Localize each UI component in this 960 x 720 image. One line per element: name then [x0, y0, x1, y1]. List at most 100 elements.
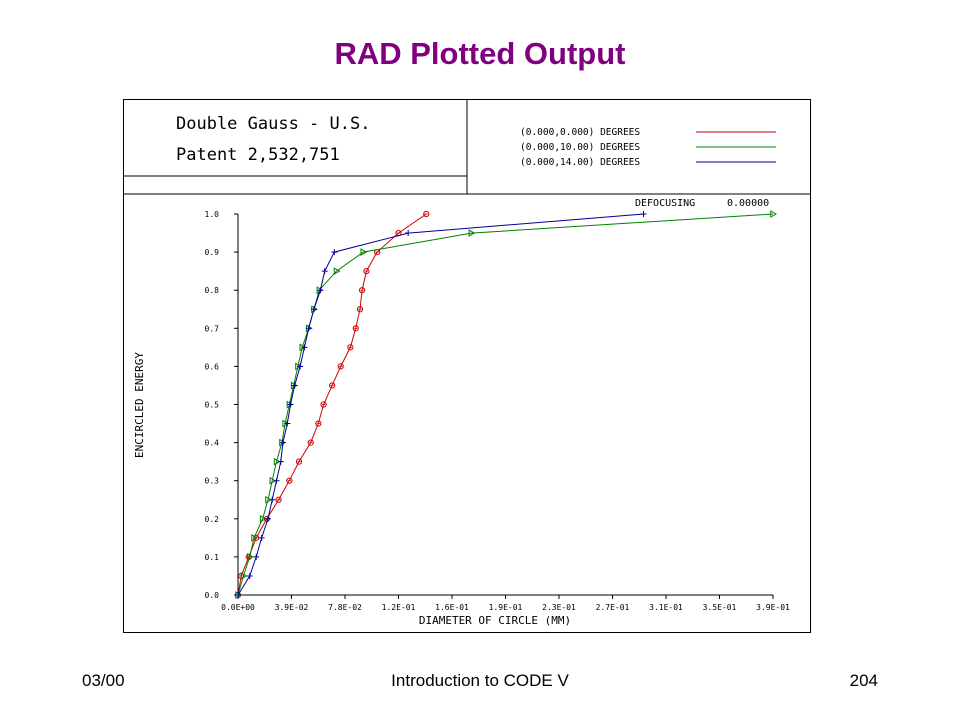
- data-point: [259, 514, 267, 523]
- x-tick-label: 3.1E-01: [649, 603, 683, 612]
- series-2: [235, 210, 778, 599]
- data-point: [347, 344, 354, 351]
- y-tick-label: 0.5: [205, 401, 220, 410]
- x-tick-label: 7.8E-02: [328, 603, 362, 612]
- data-point-ring: [337, 363, 344, 370]
- x-tick-label: 1.2E-01: [382, 603, 416, 612]
- data-point: [307, 439, 314, 446]
- lens-title-line1: Double Gauss - U.S.: [176, 114, 370, 134]
- data-point: [423, 210, 430, 218]
- data-point: [329, 382, 336, 389]
- x-tick-label: 3.9E-02: [275, 603, 309, 612]
- x-tick-label: 2.7E-01: [596, 603, 630, 612]
- data-point: [363, 268, 370, 275]
- data-point: [258, 534, 265, 541]
- footer-date: 03/00: [82, 671, 125, 690]
- data-point: [246, 572, 253, 579]
- x-tick-label: 1.6E-01: [435, 603, 469, 612]
- data-point: [333, 267, 341, 276]
- data-point: [275, 496, 282, 503]
- x-axis-title: DIAMETER OF CIRCLE (MM): [419, 614, 571, 627]
- data-point: [356, 306, 364, 313]
- data-point: [253, 553, 260, 560]
- series-line: [237, 213, 644, 596]
- data-point-ring: [275, 496, 282, 503]
- data-point: [269, 496, 276, 503]
- legend-label: (0.000,14.00) DEGREES: [520, 157, 640, 168]
- data-point: [240, 572, 248, 580]
- data-point: [320, 401, 327, 408]
- data-point: [235, 592, 241, 598]
- y-tick-label: 0.8: [205, 286, 220, 295]
- data-point: [251, 533, 259, 542]
- x-tick-label: 1.9E-01: [489, 603, 523, 612]
- data-point: [264, 515, 271, 522]
- data-point: [405, 230, 412, 237]
- y-tick-label: 0.3: [205, 477, 220, 486]
- data-point: [358, 287, 366, 294]
- data-point-ring: [320, 401, 327, 408]
- legend-label: (0.000,10.00) DEGREES: [520, 142, 640, 153]
- data-point: [337, 363, 344, 370]
- footer-page-number: 204: [849, 671, 878, 690]
- y-tick-label: 0.9: [205, 248, 220, 257]
- y-tick-label: 0.0: [205, 591, 220, 600]
- data-point: [315, 420, 322, 427]
- data-point: [286, 477, 293, 484]
- data-point: [287, 401, 294, 408]
- data-point: [310, 306, 317, 313]
- legend: (0.000,0.000) DEGREES (0.000,10.00) DEGRE…: [520, 127, 776, 168]
- y-tick-label: 0.2: [205, 515, 220, 524]
- series-line: [237, 213, 427, 596]
- lens-title-line2: Patent 2,532,751: [176, 145, 340, 165]
- data-point: [273, 457, 281, 466]
- series-line: [237, 213, 774, 596]
- data-point-ring: [363, 268, 370, 275]
- y-tick-label: 0.6: [205, 362, 220, 371]
- data-point: [295, 362, 302, 371]
- footer-course-title: Introduction to CODE V: [391, 671, 569, 690]
- data-point: [317, 287, 324, 294]
- data-point: [273, 477, 280, 484]
- data-point: [282, 419, 290, 428]
- x-tick-label: 0.0E+00: [221, 603, 255, 612]
- data-point-ring: [315, 420, 322, 427]
- data-point: [301, 344, 308, 351]
- data-point: [297, 363, 304, 370]
- series-1: [234, 210, 430, 599]
- defocus-value: 0.00000: [727, 198, 769, 209]
- data-point-ring: [307, 439, 314, 446]
- data-point-ring: [358, 287, 366, 294]
- series-3: [235, 211, 647, 598]
- data-point: [277, 458, 284, 465]
- data-point: [321, 268, 328, 275]
- data-point: [295, 458, 303, 465]
- data-point: [284, 420, 291, 427]
- data-point: [468, 229, 476, 237]
- y-axis-title: ENCIRCLED ENERGY: [133, 352, 146, 458]
- y-tick-label: 1.0: [205, 210, 220, 219]
- slide-title: RAD Plotted Output: [334, 36, 626, 71]
- data-point: [269, 476, 277, 485]
- y-tick-label: 0.4: [205, 439, 220, 448]
- y-tick-label: 0.7: [205, 324, 220, 333]
- data-point: [247, 553, 254, 561]
- data-point-ring: [329, 382, 336, 389]
- x-tick-label: 2.3E-01: [542, 603, 576, 612]
- x-tick-label: 3.5E-01: [703, 603, 737, 612]
- data-point-ring: [423, 210, 430, 218]
- data-point: [279, 439, 286, 446]
- data-point: [331, 249, 338, 256]
- data-point: [640, 211, 647, 217]
- data-point-ring: [286, 477, 293, 484]
- data-point-ring: [356, 306, 364, 313]
- data-point: [265, 495, 272, 504]
- defocus-label: DEFOCUSING: [635, 198, 695, 209]
- legend-label: (0.000,0.000) DEGREES: [520, 127, 640, 138]
- data-point-ring: [347, 344, 354, 351]
- data-point: [305, 325, 312, 332]
- data-point: [299, 343, 307, 352]
- axes: 0.0E+00 3.9E-02 7.8E-02 1.2E-01 1.6E-01 1.9E-…: [205, 210, 790, 612]
- x-tick-label: 3.9E-01: [756, 603, 790, 612]
